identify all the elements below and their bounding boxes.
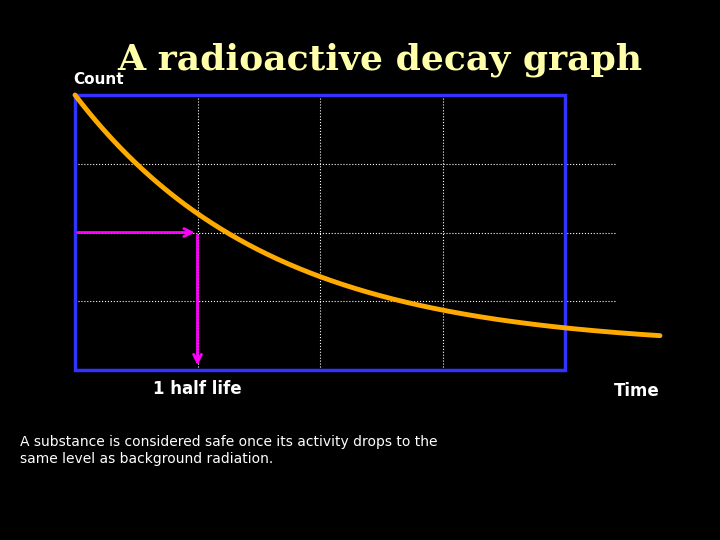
Text: 1 half life: 1 half life xyxy=(153,380,242,398)
Text: Count: Count xyxy=(73,72,124,87)
Text: Time: Time xyxy=(614,382,660,400)
Text: A substance is considered safe once its activity drops to the: A substance is considered safe once its … xyxy=(20,435,438,449)
Text: A radioactive decay graph: A radioactive decay graph xyxy=(117,43,642,77)
Bar xyxy=(75,95,565,370)
Text: same level as background radiation.: same level as background radiation. xyxy=(20,452,274,466)
